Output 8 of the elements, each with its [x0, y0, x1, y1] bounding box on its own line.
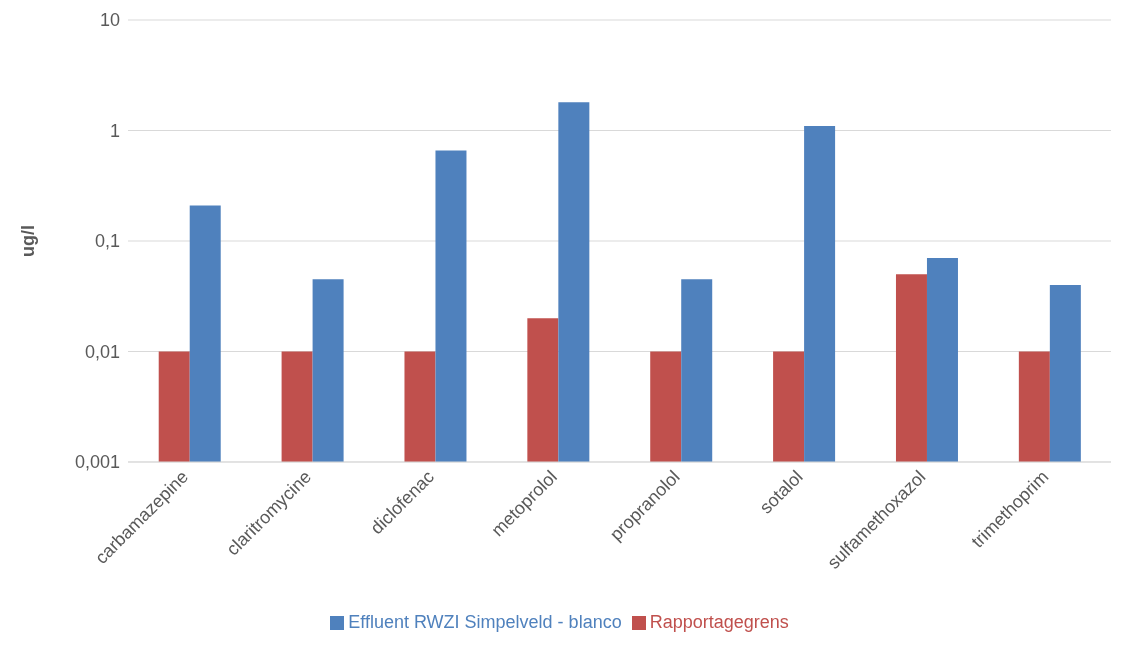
- y-tick-label: 10: [99, 10, 120, 31]
- y-tick-label: 0,01: [84, 341, 120, 362]
- y-tick-label: 1: [109, 120, 120, 141]
- legend-label: Rapportagegrens: [649, 612, 789, 632]
- y-tick-label: 0,001: [74, 452, 120, 473]
- y-tick-label: 0,1: [94, 231, 120, 252]
- y-axis-title: ug/l: [18, 225, 39, 257]
- legend-label: Effluent RWZI Simpelveld - blanco: [348, 612, 622, 632]
